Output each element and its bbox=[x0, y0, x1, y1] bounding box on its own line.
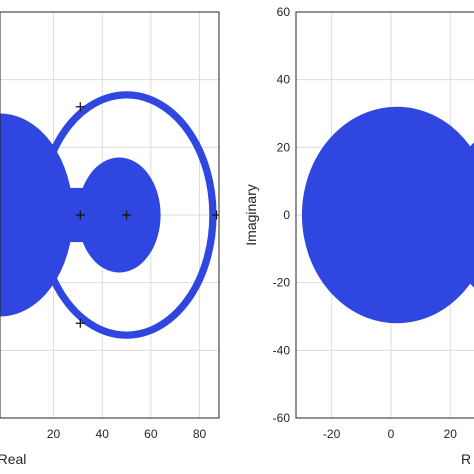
left-x-tick-label-0: 20 bbox=[47, 427, 61, 441]
plus-marker-1 bbox=[75, 210, 85, 220]
left-x-tick-label-2: 60 bbox=[144, 427, 158, 441]
left-x-tick-labels: 20 40 60 80 bbox=[47, 427, 207, 441]
right-y-tick-labels: 60 40 20 0 -20 -40 -60 bbox=[273, 5, 291, 425]
plus-marker-2 bbox=[122, 210, 132, 220]
left-region-disk-2 bbox=[77, 157, 161, 273]
right-y-tick-label-3: 0 bbox=[283, 208, 290, 222]
right-x-tick-labels: -20 0 20 bbox=[323, 427, 457, 441]
right-axes-box bbox=[295, 11, 474, 419]
right-x-tick-label-0: -20 bbox=[323, 427, 341, 441]
plus-marker-4 bbox=[75, 318, 85, 328]
left-region-shapes bbox=[0, 91, 217, 339]
right-y-axis-label: Imaginary bbox=[243, 184, 259, 245]
plus-marker-3 bbox=[212, 210, 219, 220]
left-x-tick-label-3: 80 bbox=[193, 427, 207, 441]
right-region-shapes bbox=[301, 106, 474, 324]
left-x-axis-label: Real bbox=[0, 451, 26, 467]
right-x-axis-label: R bbox=[461, 451, 471, 467]
right-y-tick-label-6: -60 bbox=[273, 411, 291, 425]
right-y-tick-label-4: -20 bbox=[273, 276, 291, 290]
right-region-disk-1 bbox=[444, 142, 474, 288]
right-y-tick-label-2: 20 bbox=[277, 140, 291, 154]
right-panel: 60 40 20 0 -20 -40 -60 -20 0 20 Imaginary R bbox=[243, 5, 474, 467]
right-x-tick-label-1: 0 bbox=[388, 427, 395, 441]
left-x-tick-label-1: 40 bbox=[96, 427, 110, 441]
right-y-tick-label-5: -40 bbox=[273, 343, 291, 357]
right-y-tick-label-0: 60 bbox=[277, 5, 291, 19]
left-axes-box bbox=[0, 11, 220, 419]
left-markers bbox=[75, 102, 219, 328]
plus-marker-0 bbox=[75, 102, 85, 112]
left-panel: 20 40 60 80 Real bbox=[0, 11, 220, 467]
left-region-disk-1 bbox=[0, 113, 73, 317]
right-region-disk-0 bbox=[301, 106, 474, 324]
right-y-tick-label-1: 40 bbox=[277, 73, 291, 87]
right-x-tick-label-2: 20 bbox=[444, 427, 458, 441]
